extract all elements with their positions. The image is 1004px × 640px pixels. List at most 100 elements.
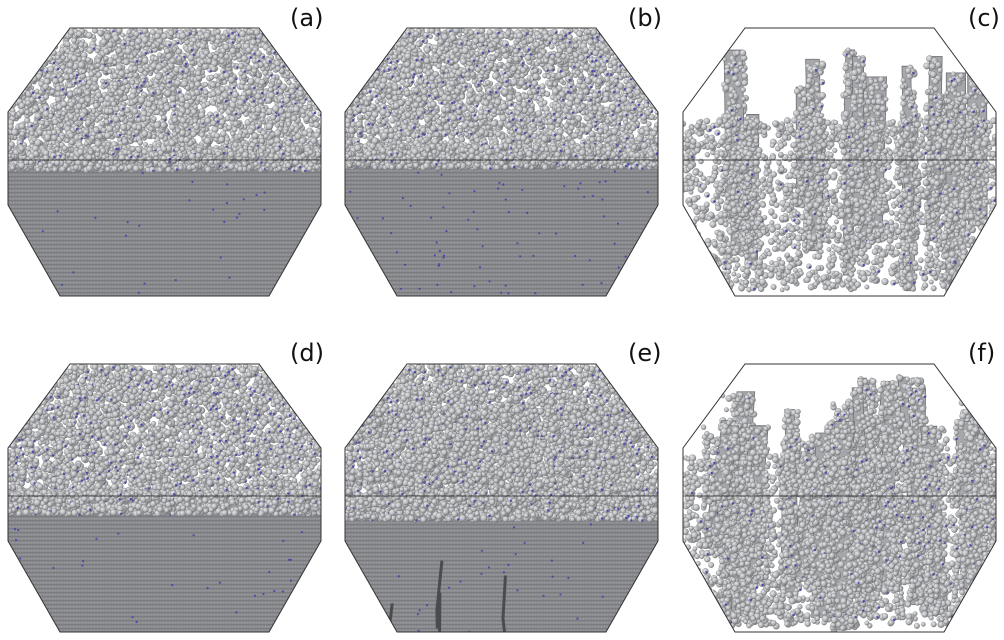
defect-atom <box>181 70 184 73</box>
atom <box>15 75 23 83</box>
atom <box>14 28 22 36</box>
defect-atom <box>216 120 219 123</box>
atom <box>311 88 318 95</box>
atom <box>107 108 114 114</box>
defect-atom <box>304 33 308 36</box>
atom <box>31 64 38 71</box>
atom <box>272 34 280 41</box>
atom <box>50 134 58 141</box>
atom <box>18 108 25 115</box>
atom <box>193 124 200 131</box>
atom <box>281 50 288 57</box>
atom <box>116 57 122 64</box>
atom <box>313 65 320 73</box>
atom <box>282 32 290 40</box>
atom <box>289 53 296 60</box>
atom <box>293 105 300 113</box>
atom <box>282 128 288 134</box>
atom <box>286 38 293 45</box>
atom <box>10 52 17 59</box>
atom <box>172 117 178 123</box>
atom <box>316 71 321 78</box>
defect-atom <box>219 256 222 259</box>
atom <box>310 31 317 38</box>
defect-atom <box>10 91 13 94</box>
atom <box>35 53 41 60</box>
atom <box>55 29 63 37</box>
atom <box>141 130 149 138</box>
atom <box>304 56 312 64</box>
atom <box>309 45 316 51</box>
defect-atom <box>205 298 207 300</box>
atom <box>137 96 146 104</box>
atom <box>8 83 16 90</box>
atom <box>281 30 287 36</box>
atom <box>71 54 78 62</box>
atom <box>310 80 317 87</box>
atom <box>104 33 112 41</box>
defect-atom <box>313 38 316 41</box>
atom <box>164 40 173 48</box>
atom <box>44 133 52 141</box>
atom <box>289 58 295 64</box>
atom <box>204 101 211 107</box>
atom <box>276 79 282 85</box>
atom <box>155 63 163 71</box>
defect-atom <box>143 282 146 285</box>
atom <box>31 45 39 53</box>
atom <box>27 45 33 51</box>
defect-atom <box>282 65 285 68</box>
atom <box>231 126 238 133</box>
atom <box>112 34 120 42</box>
atom <box>65 105 71 111</box>
atom <box>249 29 255 35</box>
atom <box>43 46 49 53</box>
atom <box>298 31 305 38</box>
atom <box>39 37 46 44</box>
atom <box>43 50 49 56</box>
defect-atom <box>249 56 252 59</box>
atom <box>299 57 307 65</box>
atom <box>175 128 181 134</box>
defect-atom <box>8 96 11 99</box>
atom <box>224 140 229 146</box>
atom <box>8 87 14 95</box>
atom <box>285 56 293 64</box>
atom <box>307 47 315 55</box>
defect-atom <box>28 37 32 41</box>
atom <box>76 30 83 37</box>
defect-atom <box>238 212 241 215</box>
atom <box>259 117 265 122</box>
atom <box>165 78 172 85</box>
defect-atom <box>257 126 260 129</box>
atom <box>311 82 317 88</box>
atom <box>8 65 12 71</box>
atom <box>237 99 245 106</box>
atom <box>305 67 311 74</box>
atom <box>274 129 282 137</box>
atom <box>19 32 27 39</box>
atom <box>243 84 250 91</box>
atom <box>229 115 236 122</box>
atom <box>16 59 23 66</box>
atom <box>283 96 291 104</box>
atom <box>60 100 68 108</box>
defect-atom <box>17 56 21 59</box>
atom <box>120 85 126 92</box>
atom <box>9 87 15 93</box>
atom <box>286 32 292 39</box>
atom <box>312 42 320 50</box>
atom <box>148 126 154 132</box>
atom <box>20 47 26 54</box>
atom <box>190 108 198 116</box>
atom <box>51 36 58 43</box>
atom <box>24 28 32 35</box>
defect-atom <box>110 120 113 123</box>
defect-atom <box>42 40 45 43</box>
atom <box>286 53 294 61</box>
defect-atom <box>188 199 191 202</box>
atom <box>47 41 54 48</box>
atom <box>133 31 140 38</box>
defect-atom <box>61 88 65 91</box>
defect-atom <box>50 44 53 47</box>
